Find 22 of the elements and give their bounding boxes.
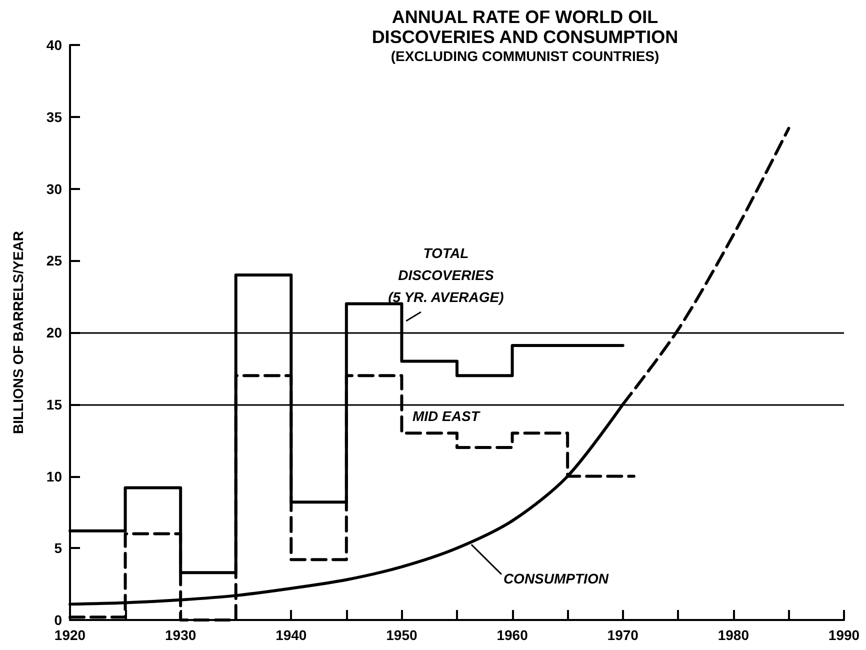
x-tick-label: 1920 xyxy=(54,627,86,643)
y-tick-label: 5 xyxy=(54,540,62,556)
x-tick-label: 1990 xyxy=(828,627,860,643)
y-tick-label: 10 xyxy=(46,468,62,484)
chart-title: ANNUAL RATE OF WORLD OIL DISCOVERIES AND CONSUMPTION xyxy=(372,7,678,47)
y-tick-label: 20 xyxy=(46,324,62,340)
text: CONSUMPTION xyxy=(503,570,610,586)
y-tick-label: 25 xyxy=(46,252,62,269)
x-tick-label: 1980 xyxy=(718,627,750,643)
x-tick-label: 1930 xyxy=(164,627,196,643)
x-tick-label: 1950 xyxy=(386,627,418,643)
y-axis-title: BILLIONS OF BARRELS/YEAR xyxy=(10,230,26,434)
series-label: MID EAST xyxy=(412,408,481,424)
y-tick-label: 30 xyxy=(46,180,62,197)
x-tick-label: 1940 xyxy=(276,627,307,643)
x-tick-label: 1970 xyxy=(607,627,639,643)
y-tick-label: 15 xyxy=(46,396,62,412)
chart-subtitle: (EXCLUDING COMMUNIST COUNTRIES) xyxy=(390,48,660,64)
y-tick-label: 40 xyxy=(46,37,62,53)
y-tick-label: 35 xyxy=(46,108,62,125)
x-tick-label: 1960 xyxy=(496,627,528,643)
y-tick-label: 0 xyxy=(54,612,62,628)
